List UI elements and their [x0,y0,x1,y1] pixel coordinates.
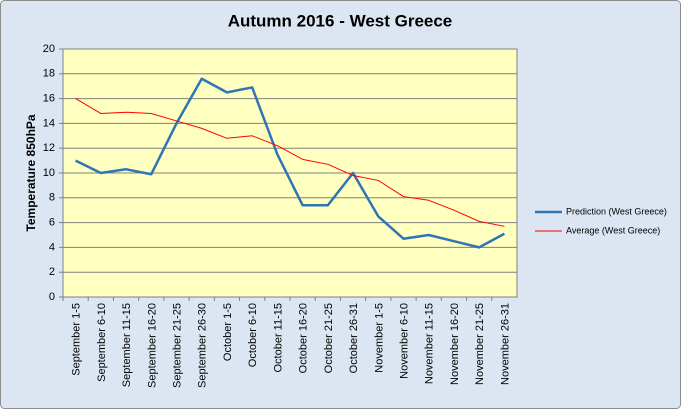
x-tick-label: November 11-15 [424,303,436,384]
y-tick-label: 2 [49,266,55,278]
y-tick-label: 14 [43,117,55,129]
x-tick-label: November 6-10 [399,303,411,379]
chart-title: Autumn 2016 - West Greece [228,11,453,30]
x-tick-label: September 6-10 [96,303,108,382]
x-tick-label: October 1-5 [222,303,234,361]
x-tick-label: November 1-5 [373,303,385,373]
x-tick-label: October 21-25 [323,303,335,373]
x-tick-label: October 26-31 [348,303,360,373]
x-tick-label: November 26-31 [499,303,511,385]
legend-label: Prediction (West Greece) [566,206,667,216]
x-tick-label: October 6-10 [247,303,259,367]
legend-label: Average (West Greece) [566,225,660,235]
y-tick-label: 0 [49,291,55,303]
y-tick-label: 18 [43,68,55,80]
y-tick-label: 4 [49,241,55,253]
line-series [75,77,505,249]
y-tick-label: 20 [43,43,55,55]
x-tick-label: November 16-20 [449,303,461,385]
y-tick-label: 12 [43,142,55,154]
x-tick-label: November 21-25 [474,303,486,385]
x-tick-label: September 21-25 [172,303,184,388]
x-tick-label: September 16-20 [146,303,158,388]
y-tick-label: 8 [49,192,55,204]
x-tick-label: September 11-15 [121,303,133,387]
x-tick-label: September 1-5 [71,303,83,376]
y-tick-label: 10 [43,167,55,179]
y-tick-label: 16 [43,93,55,105]
x-tick-label: October 11-15 [272,303,284,373]
x-tick-label: October 16-20 [298,303,310,373]
y-tick-label: 6 [49,217,55,229]
y-axis-label: Temperature 850hPa [24,114,38,231]
x-tick-label: September 26-30 [197,303,209,388]
line-series [75,98,505,227]
